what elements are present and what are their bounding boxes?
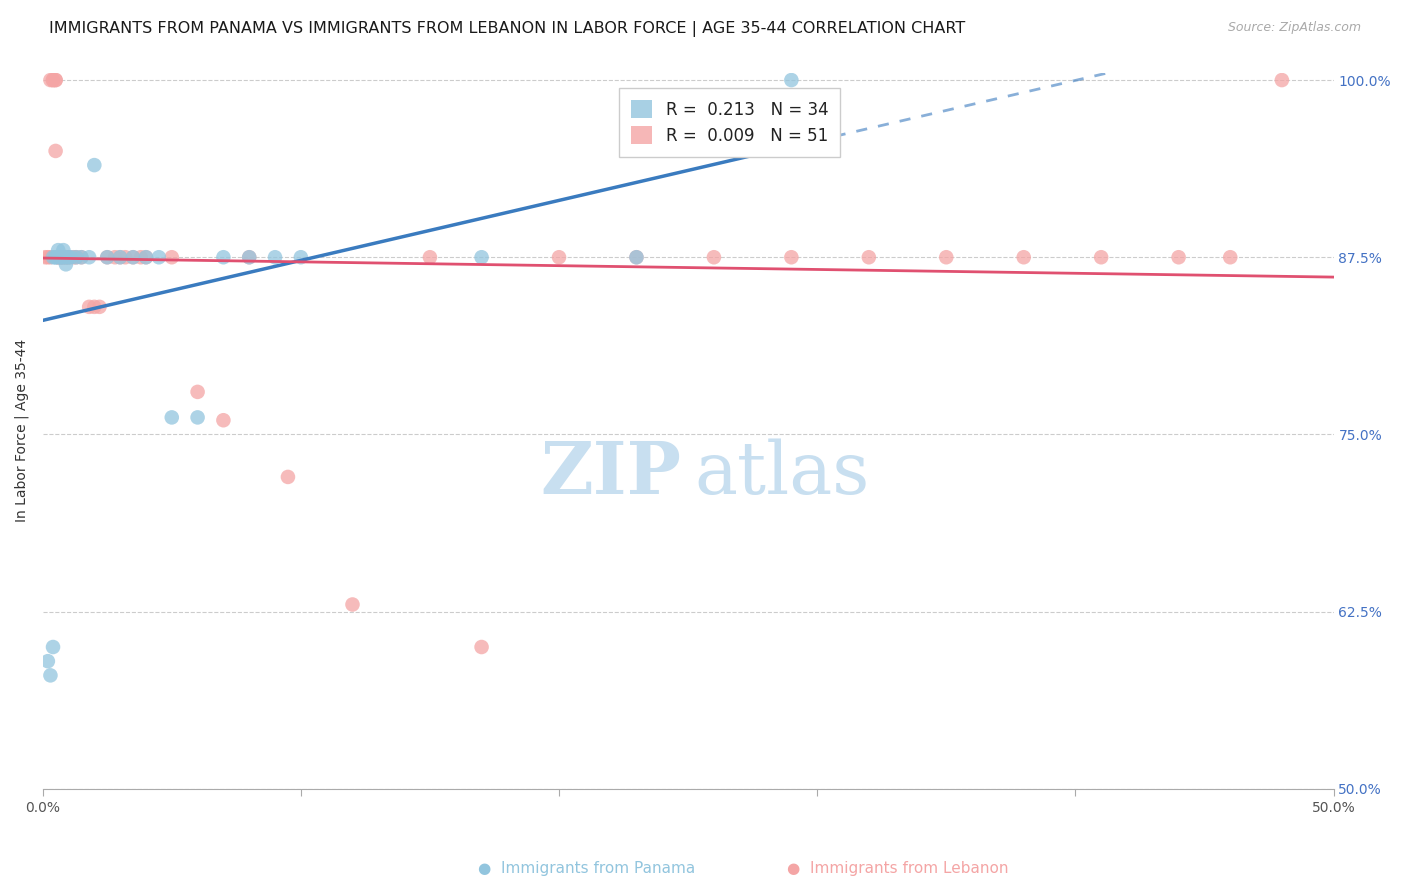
Point [42, 640, 65, 654]
Point [548, 250, 571, 264]
Point [238, 250, 260, 264]
Point [77, 250, 100, 264]
Point [52, 243, 75, 257]
Point [39, 250, 62, 264]
Point [1167, 250, 1189, 264]
Point [62, 250, 84, 264]
Point [114, 250, 136, 264]
Y-axis label: In Labor Force | Age 35-44: In Labor Force | Age 35-44 [15, 339, 30, 523]
Point [187, 410, 209, 425]
Point [58, 250, 80, 264]
Point [626, 250, 648, 264]
Point [34, 250, 56, 264]
Point [342, 598, 364, 612]
Point [39, 668, 62, 682]
Text: IMMIGRANTS FROM PANAMA VS IMMIGRANTS FROM LEBANON IN LABOR FORCE | AGE 35-44 COR: IMMIGRANTS FROM PANAMA VS IMMIGRANTS FRO… [49, 21, 966, 37]
Point [52, 250, 75, 264]
Point [49, 250, 72, 264]
Point [65, 250, 87, 264]
Point [104, 250, 127, 264]
Point [45, 250, 67, 264]
Point [42, 73, 65, 87]
Point [96, 250, 118, 264]
Point [89, 300, 111, 314]
Point [52, 250, 75, 264]
Point [46, 250, 69, 264]
Point [49, 250, 72, 264]
Point [148, 250, 170, 264]
Point [108, 250, 131, 264]
Point [55, 250, 77, 264]
Point [45, 73, 67, 87]
Point [37, 250, 59, 264]
Point [238, 250, 260, 264]
Point [264, 250, 287, 264]
Text: ●  Immigrants from Lebanon: ● Immigrants from Lebanon [787, 861, 1010, 876]
Point [45, 73, 67, 87]
Point [83, 300, 105, 314]
Point [187, 384, 209, 399]
Point [212, 413, 235, 427]
Point [858, 250, 880, 264]
Point [65, 250, 87, 264]
Point [703, 250, 725, 264]
Point [290, 250, 312, 264]
Point [122, 250, 145, 264]
Point [780, 250, 803, 264]
Point [1219, 250, 1241, 264]
Point [277, 470, 299, 484]
Point [49, 250, 72, 264]
Point [37, 654, 59, 668]
Point [45, 144, 67, 158]
Text: atlas: atlas [695, 439, 870, 509]
Point [42, 250, 65, 264]
Point [45, 250, 67, 264]
Point [42, 73, 65, 87]
Point [70, 250, 93, 264]
Point [46, 243, 69, 257]
Point [160, 410, 183, 425]
Point [49, 250, 72, 264]
Point [96, 250, 118, 264]
Point [83, 158, 105, 172]
Point [1090, 250, 1112, 264]
Point [52, 250, 75, 264]
Text: ●  Immigrants from Panama: ● Immigrants from Panama [478, 861, 696, 876]
Point [55, 257, 77, 271]
Point [122, 250, 145, 264]
Point [135, 250, 157, 264]
Point [135, 250, 157, 264]
Point [39, 73, 62, 87]
Point [160, 250, 183, 264]
Point [935, 250, 957, 264]
Point [129, 250, 152, 264]
Point [70, 250, 93, 264]
Point [55, 250, 77, 264]
Point [58, 250, 80, 264]
Point [471, 640, 494, 654]
Point [55, 250, 77, 264]
Text: Source: ZipAtlas.com: Source: ZipAtlas.com [1227, 21, 1361, 35]
Point [108, 250, 131, 264]
Point [1012, 250, 1035, 264]
Point [1271, 73, 1294, 87]
Point [626, 250, 648, 264]
Point [212, 250, 235, 264]
Point [471, 250, 494, 264]
Point [46, 250, 69, 264]
Point [780, 73, 803, 87]
Point [46, 250, 69, 264]
Legend: R =  0.213   N = 34, R =  0.009   N = 51: R = 0.213 N = 34, R = 0.009 N = 51 [619, 88, 839, 157]
Text: ZIP: ZIP [541, 438, 682, 509]
Point [419, 250, 441, 264]
Point [58, 250, 80, 264]
Point [60, 250, 83, 264]
Point [77, 300, 100, 314]
